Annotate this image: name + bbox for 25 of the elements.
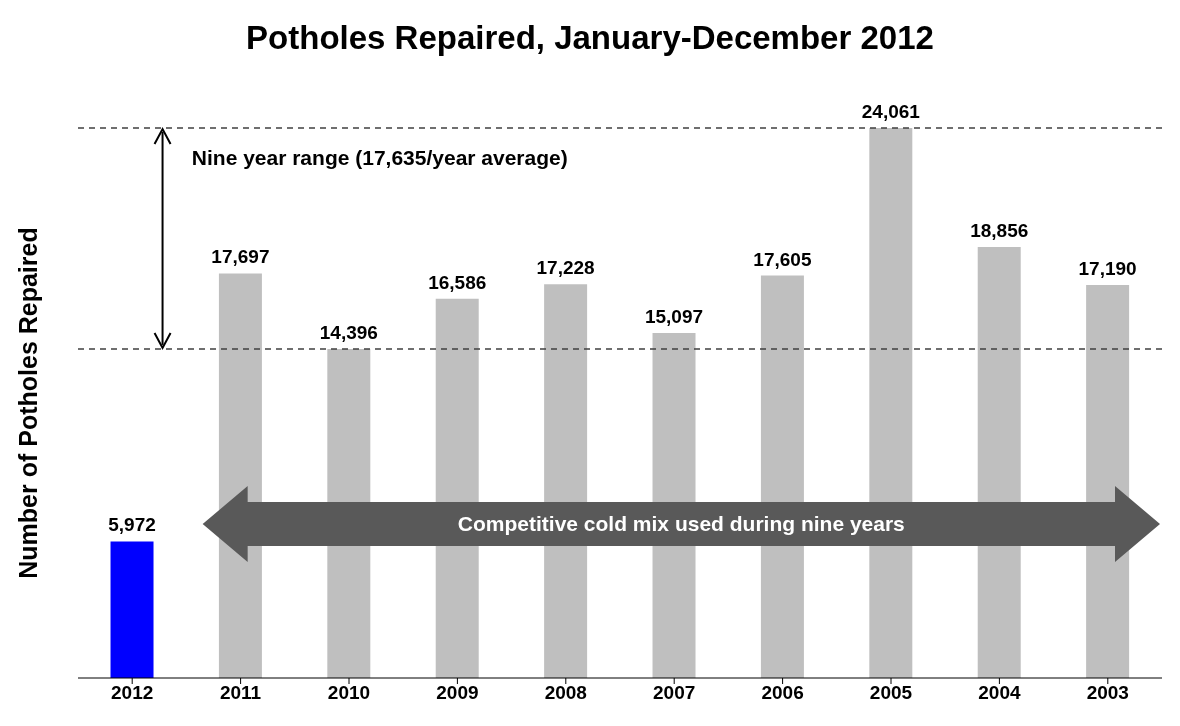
bar: [110, 541, 154, 678]
data-label: 18,856: [970, 219, 1029, 241]
data-label: 17,190: [1078, 258, 1137, 280]
data-label: 17,697: [211, 246, 270, 268]
x-tick-label: 2009: [436, 682, 479, 704]
data-label: 15,097: [644, 305, 704, 327]
x-tick-label: 2005: [869, 682, 913, 704]
x-tick-label: 2006: [761, 682, 804, 704]
y-axis-title: Number of Potholes Repaired: [13, 227, 42, 579]
x-tick-label: 2004: [978, 682, 1021, 704]
data-label: 17,605: [753, 248, 812, 270]
x-tick-label: 2012: [111, 682, 154, 704]
annotation: Nine year range (17,635/year average): [191, 146, 568, 170]
x-tick-label: 2011: [219, 682, 262, 704]
x-tick-label: 2010: [327, 682, 371, 704]
annotation: Competitive cold mix used during nine years: [456, 511, 906, 537]
chart-title: Potholes Repaired, January-December 2012: [245, 18, 935, 58]
x-tick-label: 2003: [1086, 682, 1129, 704]
data-label: 14,396: [319, 321, 378, 343]
data-label: 16,586: [428, 271, 487, 293]
data-label: 5,972: [108, 514, 156, 536]
x-tick-label: 2008: [544, 682, 587, 704]
data-label: 17,228: [536, 257, 595, 279]
x-tick-label: 2007: [653, 682, 696, 704]
data-label: 24,061: [861, 101, 921, 122]
